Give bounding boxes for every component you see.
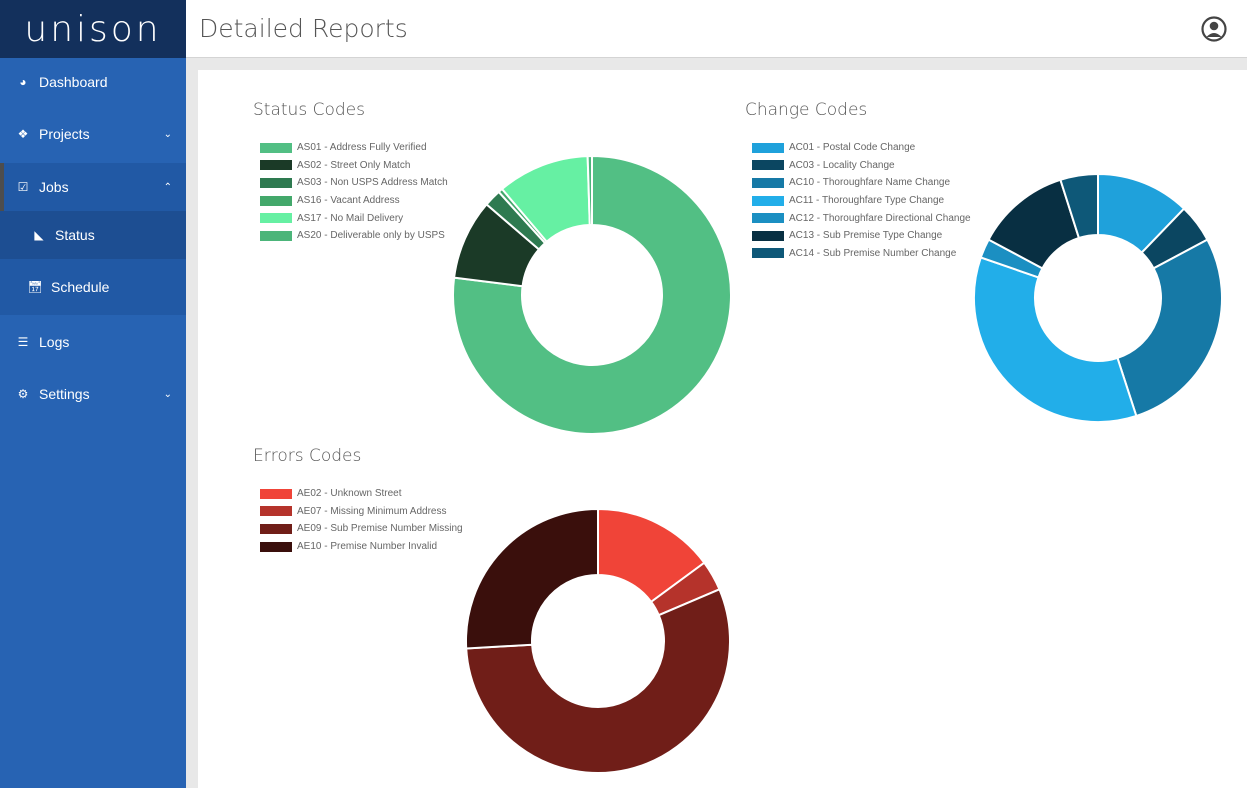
- legend-swatch: [260, 230, 292, 241]
- legend-item[interactable]: AS02 - Street Only Match: [260, 157, 448, 175]
- donut-slice[interactable]: [465, 588, 731, 774]
- legend-swatch: [752, 195, 784, 206]
- legend-item[interactable]: AC01 - Postal Code Change: [752, 139, 971, 157]
- tachometer-icon: ◕: [19, 75, 27, 89]
- legend-item[interactable]: AC10 - Thoroughfare Name Change: [752, 174, 971, 192]
- sidebar-item-projects[interactable]: ❖ Projects ⌄: [0, 110, 186, 158]
- legend-item[interactable]: AS17 - No Mail Delivery: [260, 209, 448, 227]
- legend-label: AS03 - Non USPS Address Match: [297, 177, 448, 189]
- legend-item[interactable]: AE02 - Unknown Street: [260, 485, 463, 503]
- rss-icon: ◣: [34, 228, 44, 242]
- legend-label: AS20 - Deliverable only by USPS: [297, 230, 445, 242]
- legend-swatch: [752, 230, 784, 241]
- legend-item[interactable]: AE09 - Sub Premise Number Missing: [260, 520, 463, 538]
- legend-label: AC14 - Sub Premise Number Change: [789, 247, 957, 259]
- page-title: Detailed Reports: [199, 14, 408, 43]
- legend-item[interactable]: AC13 - Sub Premise Type Change: [752, 227, 971, 245]
- donut-slice[interactable]: [586, 154, 593, 227]
- chevron-down-icon: ⌄: [163, 128, 172, 140]
- user-circle-icon[interactable]: [1201, 16, 1227, 42]
- legend-swatch: [260, 506, 292, 517]
- change-codes-title: Change Codes: [745, 100, 868, 120]
- legend-item[interactable]: AS20 - Deliverable only by USPS: [260, 227, 448, 245]
- legend-swatch: [752, 142, 784, 153]
- sidebar-item-status[interactable]: ◣ Status: [0, 211, 186, 259]
- cubes-icon: ❖: [17, 127, 29, 141]
- status-codes-title: Status Codes: [253, 100, 365, 120]
- header: Detailed Reports: [186, 0, 1247, 58]
- legend-label: AC01 - Postal Code Change: [789, 142, 916, 154]
- legend-swatch: [260, 195, 292, 206]
- legend-swatch: [260, 142, 292, 153]
- check-square-icon: ☑: [17, 180, 29, 194]
- legend-item[interactable]: AC12 - Thoroughfare Directional Change: [752, 209, 971, 227]
- legend-item[interactable]: AS16 - Vacant Address: [260, 192, 448, 210]
- donut-slice[interactable]: [452, 154, 732, 435]
- legend-label: AE09 - Sub Premise Number Missing: [297, 523, 463, 535]
- sidebar-item-jobs[interactable]: ☑ Jobs ⌃: [0, 163, 186, 211]
- legend-label: AC11 - Thoroughfare Type Change: [789, 195, 945, 207]
- legend-label: AS01 - Address Fully Verified: [297, 142, 427, 154]
- legend-label: AC03 - Locality Change: [789, 159, 895, 171]
- legend-label: AE07 - Missing Minimum Address: [297, 505, 447, 517]
- legend-label: AE10 - Premise Number Invalid: [297, 541, 438, 553]
- chevron-up-icon: ⌃: [163, 181, 172, 193]
- list-icon: ☰: [17, 335, 29, 349]
- legend-swatch: [752, 213, 784, 224]
- legend-item[interactable]: AC14 - Sub Premise Number Change: [752, 245, 971, 263]
- donut-slice[interactable]: [1116, 238, 1223, 418]
- chevron-down-icon: ⌄: [163, 388, 172, 400]
- change-codes-legend: AC01 - Postal Code Change AC03 - Locality…: [752, 139, 971, 262]
- legend-item[interactable]: AE10 - Premise Number Invalid: [260, 538, 463, 556]
- donut-slice[interactable]: [1059, 172, 1099, 240]
- legend-swatch: [260, 177, 292, 188]
- status-codes-legend: AS01 - Address Fully Verified AS02 - Stre…: [260, 139, 448, 245]
- sidebar: ◕ Dashboard ❖ Projects ⌄ ☑ Jobs ⌃ ◣ Status 📅︎ S…: [0, 58, 186, 788]
- legend-label: AC12 - Thoroughfare Directional Change: [789, 212, 971, 224]
- sidebar-item-dashboard[interactable]: ◕ Dashboard: [0, 58, 186, 106]
- logo[interactable]: UNISON: [0, 0, 186, 58]
- legend-label: AC13 - Sub Premise Type Change: [789, 230, 943, 242]
- legend-label: AS16 - Vacant Address: [297, 195, 400, 207]
- sidebar-item-schedule[interactable]: 📅︎ Schedule: [27, 279, 110, 295]
- legend-label: AE02 - Unknown Street: [297, 488, 402, 500]
- donut-slice[interactable]: [973, 256, 1138, 423]
- legend-swatch: [260, 523, 292, 534]
- legend-swatch: [260, 488, 292, 499]
- legend-item[interactable]: AE07 - Missing Minimum Address: [260, 503, 463, 521]
- legend-label: AS17 - No Mail Delivery: [297, 212, 404, 224]
- legend-swatch: [260, 160, 292, 171]
- sidebar-item-settings[interactable]: ⚙ Settings ⌄: [0, 370, 186, 418]
- legend-swatch: [752, 248, 784, 259]
- legend-swatch: [752, 177, 784, 188]
- gear-icon: ⚙: [17, 387, 29, 401]
- legend-item[interactable]: AS03 - Non USPS Address Match: [260, 174, 448, 192]
- legend-swatch: [260, 541, 292, 552]
- legend-item[interactable]: AC11 - Thoroughfare Type Change: [752, 192, 971, 210]
- errors-codes-legend: AE02 - Unknown Street AE07 - Missing Mini…: [260, 485, 463, 555]
- legend-label: AC10 - Thoroughfare Name Change: [789, 177, 951, 189]
- donut-slice[interactable]: [465, 507, 599, 650]
- calendar-check-icon: 📅︎: [27, 280, 43, 294]
- errors-codes-title: Errors Codes: [253, 446, 362, 466]
- sidebar-item-logs[interactable]: ☰ Logs: [0, 318, 186, 366]
- legend-swatch: [260, 213, 292, 224]
- legend-swatch: [752, 160, 784, 171]
- legend-label: AS02 - Street Only Match: [297, 159, 411, 171]
- legend-item[interactable]: AS01 - Address Fully Verified: [260, 139, 448, 157]
- legend-item[interactable]: AC03 - Locality Change: [752, 157, 971, 175]
